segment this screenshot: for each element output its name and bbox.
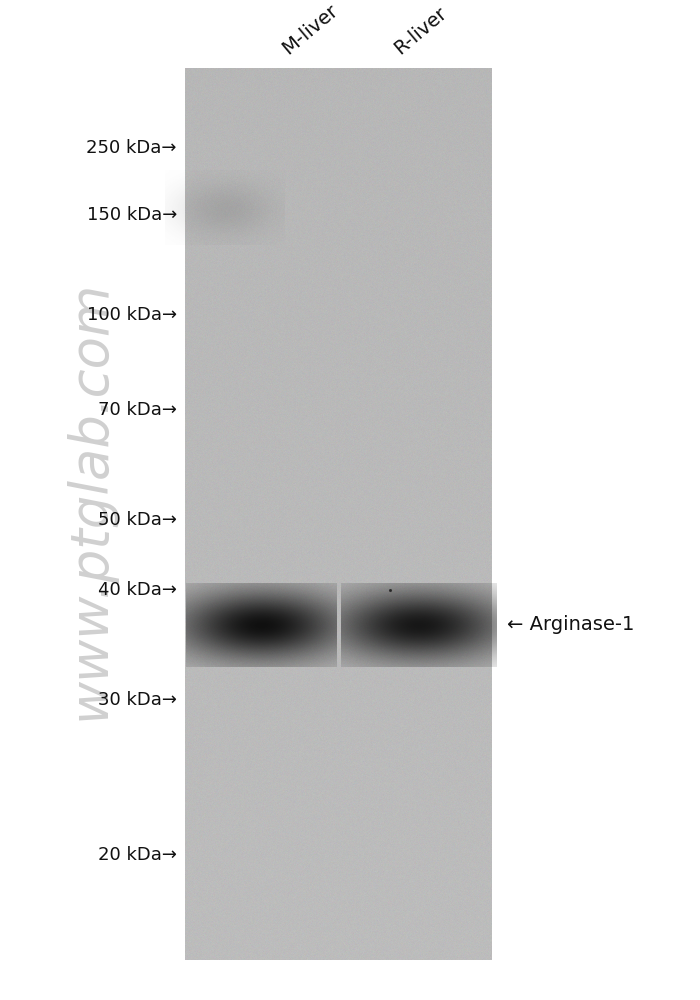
Text: www.ptglab.com: www.ptglab.com — [64, 280, 116, 720]
Text: 100 kDa→: 100 kDa→ — [87, 306, 177, 324]
Text: 50 kDa→: 50 kDa→ — [98, 511, 177, 529]
Text: 20 kDa→: 20 kDa→ — [98, 846, 177, 864]
Text: 250 kDa→: 250 kDa→ — [87, 139, 177, 157]
Text: M-liver: M-liver — [278, 1, 341, 58]
Text: 150 kDa→: 150 kDa→ — [87, 206, 177, 224]
Text: ← Arginase-1: ← Arginase-1 — [507, 615, 634, 635]
Text: 70 kDa→: 70 kDa→ — [98, 401, 177, 419]
Text: 30 kDa→: 30 kDa→ — [98, 691, 177, 709]
Text: 40 kDa→: 40 kDa→ — [98, 581, 177, 599]
Text: R-liver: R-liver — [390, 3, 450, 58]
